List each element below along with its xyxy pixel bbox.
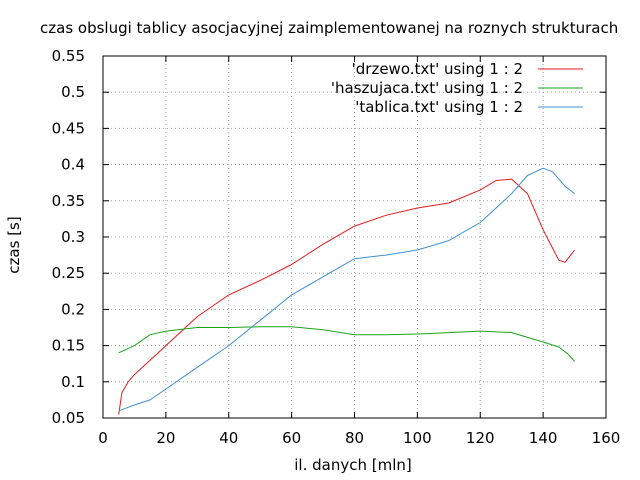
legend-label-3: 'tablica.txt' using 1 : 2 <box>355 98 523 116</box>
y-tick-label: 0.1 <box>61 373 85 391</box>
x-tick-label: 20 <box>156 429 175 447</box>
x-tick-label: 60 <box>282 429 301 447</box>
chart-title: czas obslugi tablicy asocjacyjnej zaimpl… <box>40 19 618 37</box>
series-line-2 <box>118 326 575 362</box>
y-tick-label: 0.3 <box>61 228 85 246</box>
y-axis-label: czas [s] <box>5 216 23 273</box>
legend-label-1: 'drzewo.txt' using 1 : 2 <box>352 60 523 78</box>
y-tick-label: 0.25 <box>52 264 85 282</box>
x-tick-label: 120 <box>466 429 495 447</box>
y-tick-label: 0.4 <box>61 156 85 174</box>
y-tick-label: 0.05 <box>52 409 85 427</box>
x-tick-label: 140 <box>529 429 558 447</box>
series-layer <box>118 167 575 415</box>
x-tick-label: 160 <box>592 429 621 447</box>
series-line-1 <box>118 178 575 415</box>
x-axis-label: il. danych [mln] <box>294 456 411 474</box>
axis-ticks: 0 20 40 60 80 100 120 140 160 0.05 0.1 0.15 0.2 0.25 0… <box>52 47 621 447</box>
x-tick-label: 100 <box>403 429 432 447</box>
series-line-3 <box>118 167 575 412</box>
y-tick-label: 0.5 <box>61 83 85 101</box>
y-tick-label: 0.2 <box>61 300 85 318</box>
x-tick-label: 0 <box>98 429 108 447</box>
legend-label-2: 'haszujaca.txt' using 1 : 2 <box>331 79 523 97</box>
y-tick-label: 0.15 <box>52 337 85 355</box>
legend: 'drzewo.txt' using 1 : 2'haszujaca.txt' … <box>331 60 583 116</box>
y-tick-label: 0.45 <box>52 119 85 137</box>
x-tick-label: 40 <box>219 429 238 447</box>
grid-lines <box>103 56 606 418</box>
x-tick-label: 80 <box>345 429 364 447</box>
y-tick-label: 0.55 <box>52 47 85 65</box>
y-tick-label: 0.35 <box>52 192 85 210</box>
